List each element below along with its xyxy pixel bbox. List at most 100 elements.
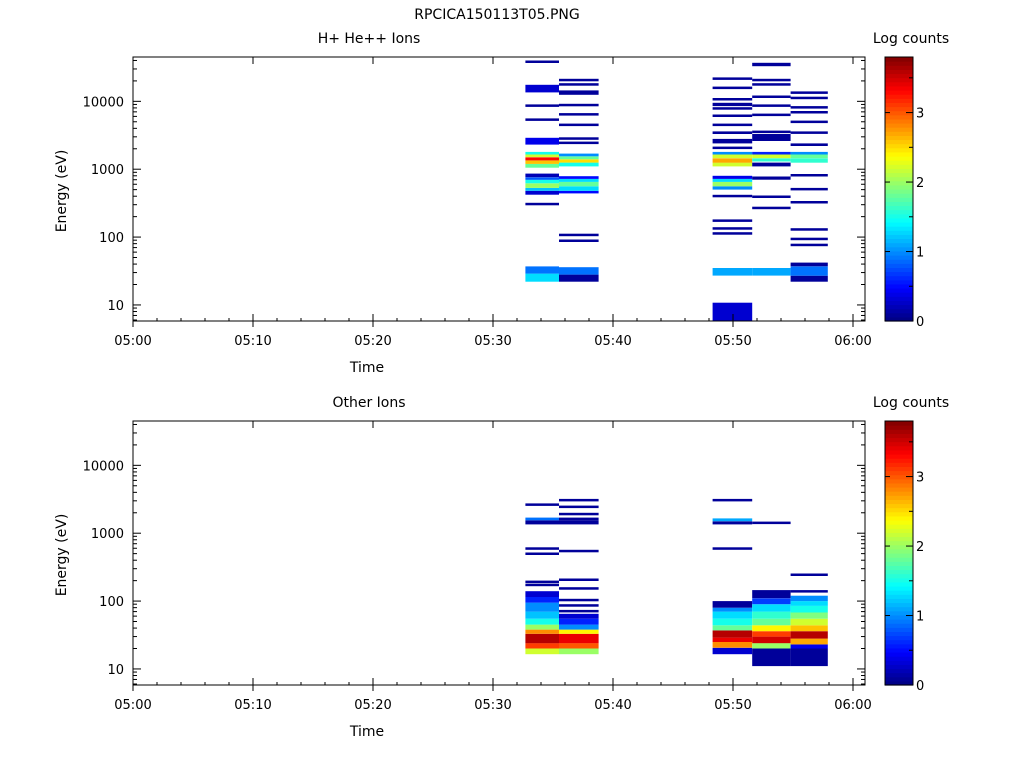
colorbar-segment (885, 213, 913, 219)
heatmap-cell (752, 521, 791, 525)
heatmap-cell (712, 162, 753, 167)
heatmap-cell (559, 239, 599, 242)
x-tick-label: 05:10 (234, 334, 271, 349)
heatmap-cell (712, 611, 753, 619)
x-tick-label: 05:50 (714, 334, 751, 349)
heatmap-cell (790, 644, 828, 649)
heatmap-cell (559, 498, 599, 502)
heatmap-cell (559, 103, 599, 107)
colorbar-segment (885, 553, 913, 558)
heatmap-cell (525, 273, 559, 282)
colorbar-label: Log counts (873, 395, 949, 411)
heatmap-cell (790, 601, 828, 606)
y-tick-label: 1000 (91, 527, 124, 542)
heatmap-cell (752, 611, 791, 619)
colorbar-segment (885, 250, 913, 256)
heatmap-cell (525, 190, 559, 195)
heatmap-cell (790, 91, 828, 94)
heatmap-cell (559, 153, 599, 157)
plot-frame (132, 420, 866, 686)
heatmap-cell (559, 604, 599, 607)
colorbar-segment (885, 647, 913, 653)
x-axis-label: Time (349, 724, 384, 740)
heatmap-cell (752, 631, 791, 637)
panel-title: Other Ions (332, 395, 405, 411)
heatmap-cell (525, 611, 559, 619)
heatmap-cell (712, 175, 753, 179)
heatmap-cell (559, 181, 599, 187)
colorbar-segment (885, 614, 913, 620)
heatmap-cell (790, 158, 828, 163)
colorbar-segment (885, 536, 913, 542)
heatmap-cell (712, 186, 753, 190)
heatmap-cell (525, 547, 559, 550)
colorbar-segment (885, 668, 913, 674)
heatmap-cell (559, 613, 599, 619)
heatmap-cell (712, 521, 753, 525)
colorbar-segment (885, 205, 913, 211)
colorbar-segment (885, 507, 913, 513)
heatmap-cell (790, 612, 828, 619)
colorbar-segment (885, 81, 913, 87)
heatmap-cell (559, 578, 599, 581)
colorbar-segment (885, 98, 913, 103)
heatmap-cell (790, 648, 828, 667)
colorbar-segment (885, 193, 913, 198)
heatmap-cell (790, 625, 828, 632)
heatmap-cell (712, 114, 753, 117)
colorbar-segment (885, 511, 913, 517)
x-tick-label: 05:10 (234, 698, 271, 713)
colorbar-segment (885, 421, 913, 426)
heatmap-cell (559, 267, 599, 275)
heatmap-cell (559, 123, 599, 127)
heatmap-cell (712, 194, 753, 198)
heatmap-cell (790, 120, 828, 124)
x-tick-label: 05:20 (354, 698, 391, 713)
colorbar-segment (885, 61, 913, 66)
x-tick-label: 05:00 (114, 698, 151, 713)
colorbar-segment (885, 581, 913, 587)
colorbar-segment (885, 160, 913, 165)
colorbar-tick-label: 0 (916, 315, 924, 330)
heatmap-cell (790, 96, 828, 100)
colorbar-segment (885, 168, 913, 174)
colorbar-segment (885, 90, 913, 95)
heatmap-cell (559, 520, 599, 525)
colorbar-segment (885, 139, 913, 145)
heatmap-cell (790, 143, 828, 146)
x-tick-label: 05:40 (594, 698, 631, 713)
colorbar-segment (885, 69, 913, 75)
heatmap-cell (712, 518, 753, 522)
heatmap-cell (559, 629, 599, 634)
panel-title: H+ He++ Ions (318, 31, 421, 47)
y-axis-label: Energy (eV) (54, 514, 70, 597)
colorbar-segment (885, 672, 913, 678)
heatmap-cell (525, 154, 559, 158)
heatmap-cell (712, 158, 753, 163)
heatmap-cell (712, 227, 753, 230)
heatmap-cell (752, 151, 791, 155)
colorbar-segment (885, 520, 913, 525)
colorbar-segment (885, 499, 913, 505)
colorbar-segment (885, 569, 913, 575)
heatmap-cell (752, 643, 791, 649)
heatmap-cell (790, 618, 828, 626)
heatmap-cell (525, 157, 559, 161)
heatmap-cell (525, 177, 559, 180)
heatmap-cell (712, 138, 753, 144)
heatmap-cell (525, 629, 559, 634)
heatmap-cell (752, 598, 791, 605)
colorbar-segment (885, 478, 913, 484)
heatmap-cell (525, 648, 559, 655)
colorbar-segment (885, 226, 913, 231)
heatmap-cell (712, 641, 753, 648)
heatmap-cell (559, 113, 599, 116)
colorbar-segment (885, 598, 913, 604)
colorbar-segment (885, 462, 913, 467)
colorbar-segment (885, 279, 913, 285)
heatmap-cell (790, 605, 828, 613)
heatmap-cell (525, 580, 559, 584)
colorbar-segment (885, 201, 913, 207)
colorbar-segment (885, 156, 913, 161)
y-axis-label: Energy (eV) (54, 150, 70, 233)
